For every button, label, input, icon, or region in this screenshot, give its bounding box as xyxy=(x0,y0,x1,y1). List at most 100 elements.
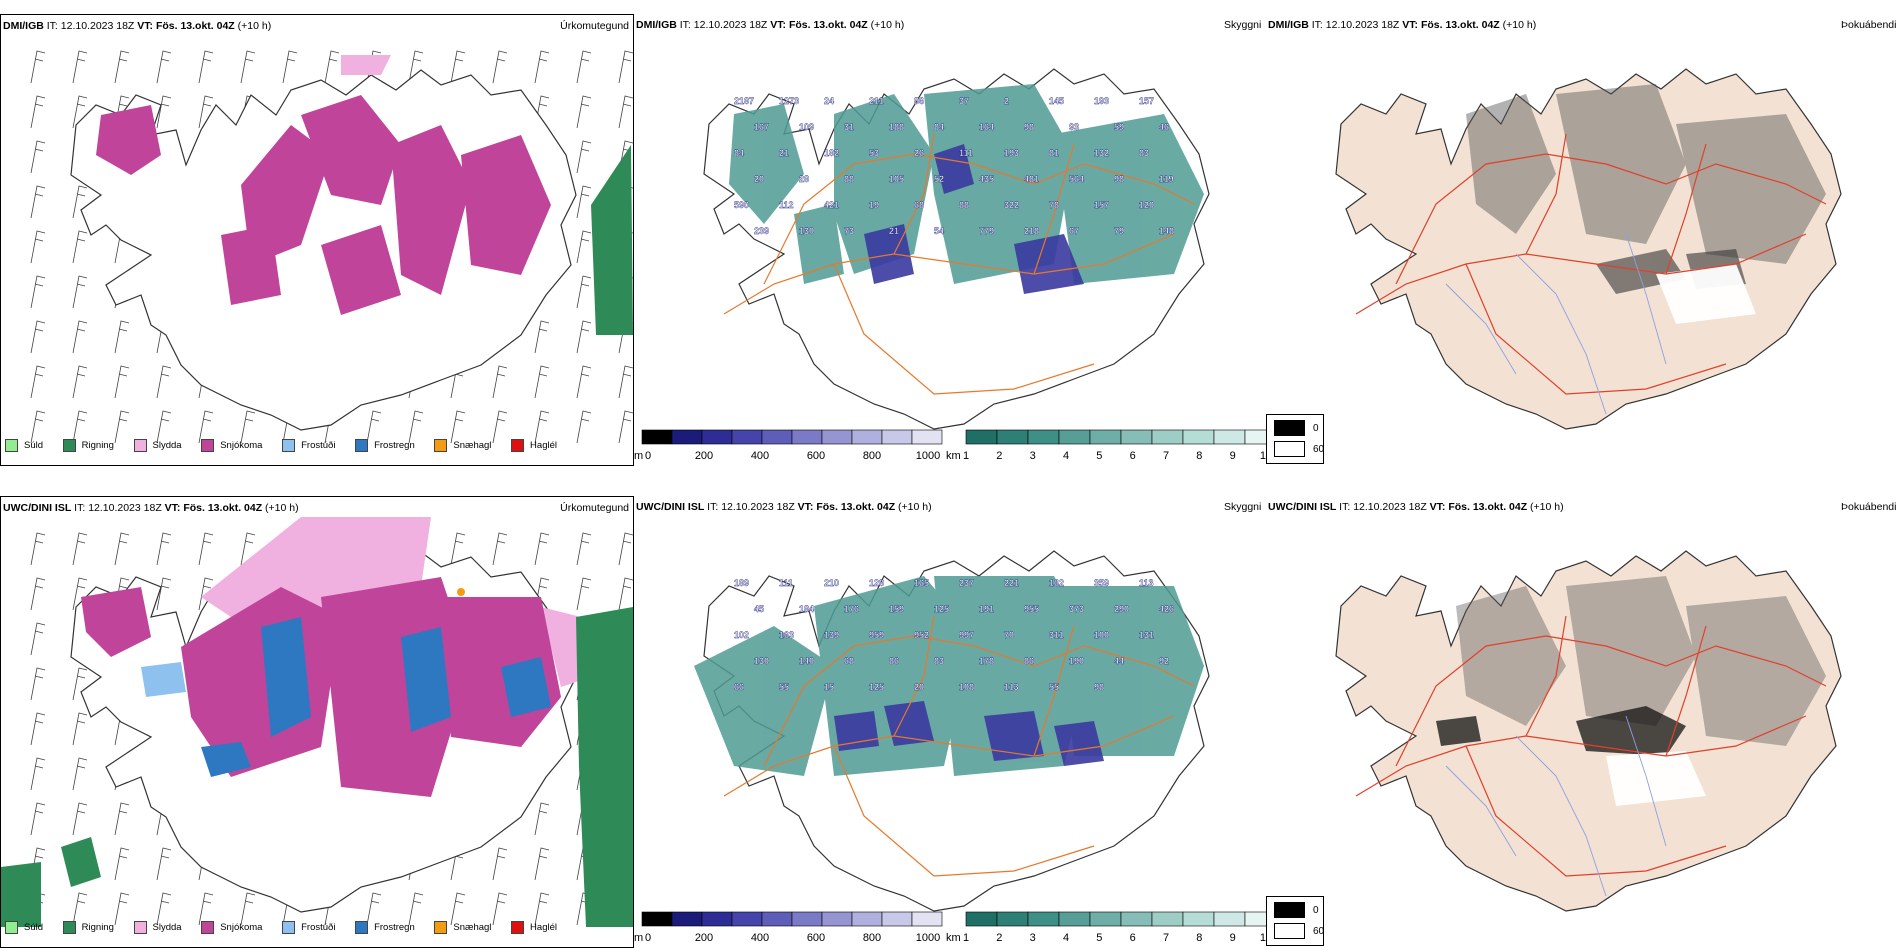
wind-barb xyxy=(618,365,633,399)
legend-item: Snjókoma xyxy=(201,921,262,934)
colorbar-tick: 6 xyxy=(1130,932,1136,944)
fog-legend: 0 60 xyxy=(1266,896,1324,946)
colorbar-cell xyxy=(641,911,673,927)
wind-barb xyxy=(30,622,46,656)
wind-barb xyxy=(282,50,298,84)
colorbar-tick: 6 xyxy=(1130,450,1136,462)
legend-item: Snæhagl xyxy=(434,439,491,452)
rain-areas xyxy=(591,145,633,335)
wind-barb xyxy=(114,847,130,881)
ceiling-label: 93 xyxy=(1069,122,1079,132)
ceiling-label: 84 xyxy=(934,122,944,132)
wind-barb xyxy=(618,577,633,611)
wind-barb xyxy=(198,532,214,566)
road-line xyxy=(1665,625,1707,757)
ceiling-label: 109 xyxy=(799,122,814,132)
ceiling-label: 111 xyxy=(779,578,793,588)
colorbar-cell xyxy=(821,429,853,445)
river-line xyxy=(1515,735,1607,897)
ceiling-label: 2 xyxy=(1004,96,1009,106)
wind-barb xyxy=(156,50,172,84)
glacier xyxy=(1656,264,1756,324)
wind-barb xyxy=(450,410,466,444)
legend-swatch xyxy=(5,921,18,934)
colorbar-tick: 800 xyxy=(863,450,881,462)
wind-barb xyxy=(198,892,214,926)
legend-item: Rigning xyxy=(62,921,114,934)
wind-barb xyxy=(72,95,88,129)
ceiling-label: 100 xyxy=(1094,630,1109,640)
ceiling-unit: m xyxy=(634,932,643,944)
wind-barb xyxy=(156,532,172,566)
wind-barb xyxy=(366,892,382,926)
ceiling-label: 53 xyxy=(869,148,879,158)
colorbar-tick: 7 xyxy=(1163,932,1169,944)
legend-item: Slydda xyxy=(133,439,182,452)
panel-field-name: Skyggni xyxy=(1224,19,1262,31)
road-line xyxy=(1395,153,1607,285)
wind-barb xyxy=(30,185,46,219)
wind-barb xyxy=(72,712,88,746)
ceiling-label: 162 xyxy=(1049,578,1064,588)
road-line xyxy=(1033,143,1075,275)
legend-swatch xyxy=(282,921,296,934)
colorbar-tick: 5 xyxy=(1096,932,1102,944)
ceiling-label: 130 xyxy=(754,656,769,666)
colorbar-cell xyxy=(701,429,733,445)
road-line xyxy=(1465,745,1727,877)
ceiling-label: 20 xyxy=(754,174,764,184)
ceiling-label: 45 xyxy=(754,604,764,614)
ceiling-label: 98 xyxy=(1114,174,1124,184)
fog-legend-swatch-60 xyxy=(1274,923,1305,939)
wind-barb xyxy=(492,532,508,566)
wind-barb xyxy=(114,892,130,926)
ceiling-label: 37 xyxy=(959,96,969,106)
ceiling-label: 44 xyxy=(1114,656,1124,666)
river-line xyxy=(1625,715,1667,847)
colorbar-tick: 3 xyxy=(1030,932,1036,944)
road-line xyxy=(1033,625,1075,757)
ceiling-colorbar-svg: m 0 200 400 600 800 1000 xyxy=(634,429,943,462)
wind-barb xyxy=(366,410,382,444)
ceiling-label: 83 xyxy=(1139,148,1149,158)
ceiling-label: 128 xyxy=(869,578,884,588)
legend-item: Súld xyxy=(5,921,43,934)
colorbar-cell xyxy=(821,911,853,927)
wind-barb xyxy=(114,802,130,836)
legend-swatch xyxy=(133,921,147,934)
visibility-colorbar: km 1 2 3 4 5 6 7 8 9 10 xyxy=(946,428,1266,464)
ceiling-label: 125 xyxy=(869,682,884,692)
road-line xyxy=(893,615,935,737)
ceiling-colorbar: m 0 200 400 600 800 1000 xyxy=(634,910,944,946)
wind-barb xyxy=(492,847,508,881)
ceiling-label: 481 xyxy=(1024,174,1039,184)
precip-map xyxy=(1,517,633,927)
ceiling-label: 52 xyxy=(934,174,944,184)
wind-barb xyxy=(156,892,172,926)
colorbar-tick: 4 xyxy=(1063,932,1069,944)
legend-swatch xyxy=(133,439,147,452)
road-line xyxy=(763,635,975,767)
legend-item: Rigning xyxy=(62,439,114,452)
roads xyxy=(1355,133,1827,395)
ceiling-label: 955 xyxy=(1024,604,1039,614)
colorbar-cell xyxy=(671,429,703,445)
roads xyxy=(723,615,1195,877)
ceiling-label: 86 xyxy=(1024,656,1034,666)
colorbar-cell xyxy=(761,911,793,927)
colorbar-cell xyxy=(761,429,793,445)
colorbar-tick: 9 xyxy=(1230,932,1236,944)
ceiling-label: 421 xyxy=(824,200,839,210)
fog-legend: 0 60 xyxy=(1266,414,1324,464)
fog-legend-swatch-60 xyxy=(1274,441,1305,457)
ceiling-label: 81 xyxy=(1049,148,1059,158)
glacier xyxy=(1606,751,1706,806)
ceiling-label: 189 xyxy=(734,578,749,588)
ceiling-label: 290 xyxy=(1114,604,1129,614)
colorbar-cell xyxy=(1182,911,1215,927)
wind-barb xyxy=(450,892,466,926)
wind-barb xyxy=(492,892,508,926)
road-line xyxy=(723,715,1175,797)
colorbar-tick: 400 xyxy=(751,932,769,944)
wind-barb xyxy=(240,410,256,444)
